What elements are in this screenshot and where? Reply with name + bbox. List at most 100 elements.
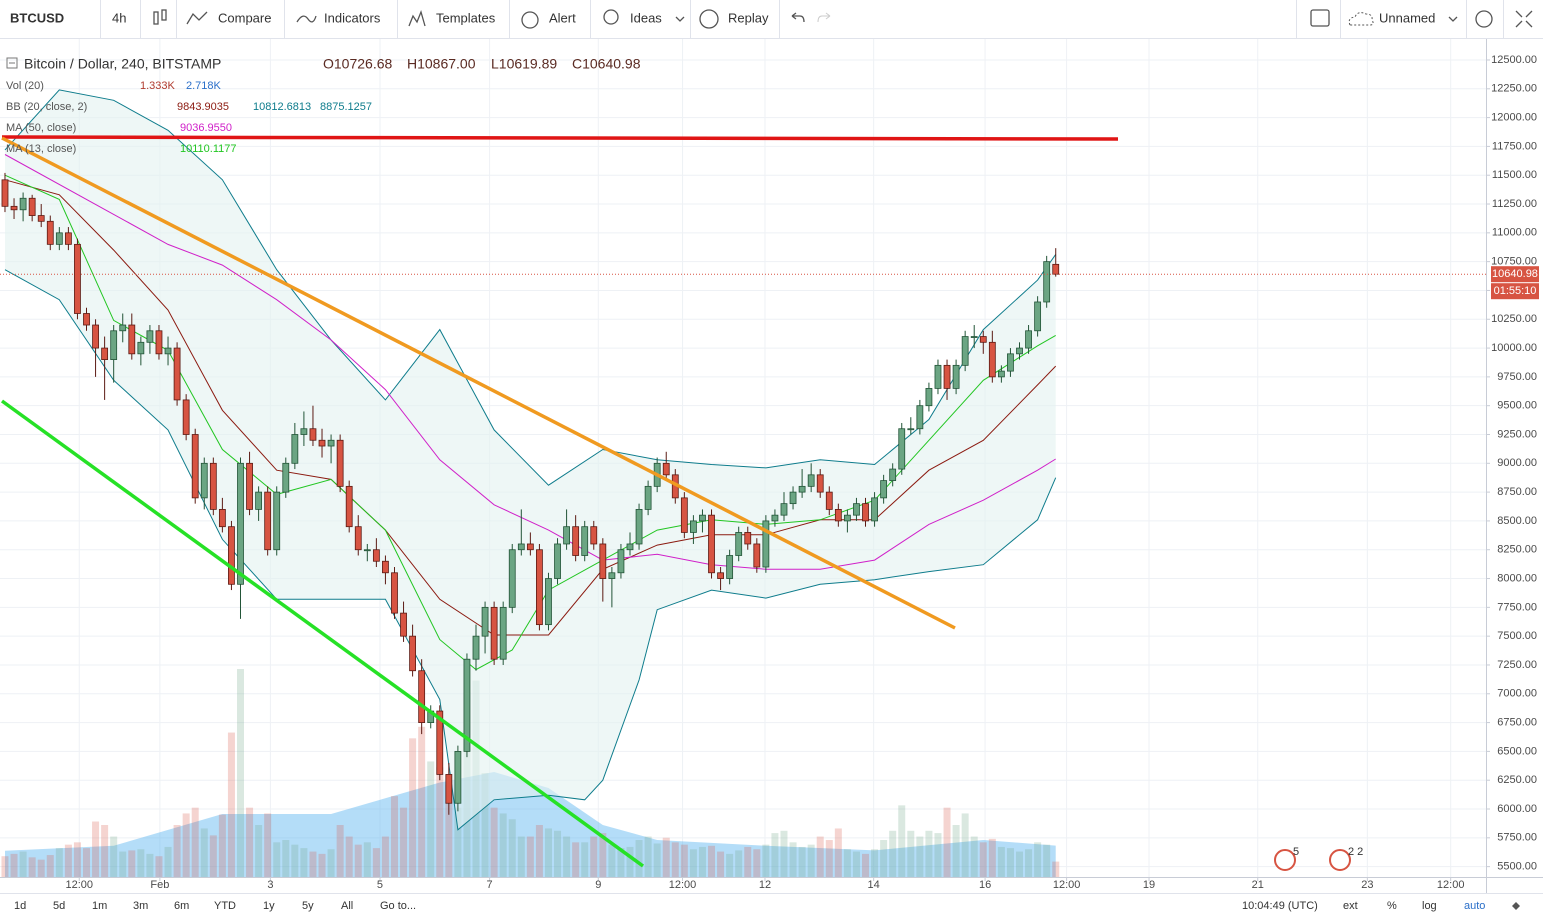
candle-body	[889, 468, 897, 481]
y-tick-label: 12500.00	[1491, 54, 1537, 66]
x-tick-label: 23	[1361, 879, 1373, 891]
volume-bar	[164, 846, 172, 877]
volume-bar	[28, 857, 36, 877]
candle-body	[246, 462, 253, 510]
templates-icon	[408, 9, 426, 27]
settings-icon[interactable]	[1475, 10, 1493, 28]
range-button[interactable]: 5d	[53, 900, 65, 912]
volume-bar	[209, 835, 217, 877]
collapse-legend[interactable]	[6, 57, 18, 69]
volume-bar	[481, 773, 489, 877]
range-button[interactable]: YTD	[214, 900, 236, 912]
candle-body	[10, 205, 18, 211]
toolbar-button[interactable]: Templates	[436, 10, 496, 25]
candle-body	[880, 480, 888, 499]
volume-bar	[372, 848, 380, 877]
y-tick-label: 9250.00	[1497, 428, 1537, 440]
candle-body	[961, 336, 969, 366]
candle-body	[92, 324, 99, 349]
event-icon[interactable]	[1274, 849, 1296, 871]
volume-bar	[680, 844, 688, 877]
y-tick-label: 9500.00	[1497, 400, 1537, 412]
ideas-dropdown	[675, 16, 685, 22]
toolbar-icons	[100, 0, 1533, 38]
volume-bar	[608, 844, 616, 877]
candle-body	[997, 370, 1005, 378]
volume-bar	[952, 825, 960, 877]
volume-bar	[345, 836, 353, 877]
toolbar-button[interactable]: Replay	[728, 10, 769, 25]
candle-body	[354, 526, 362, 551]
y-tick-label: 8000.00	[1497, 572, 1537, 584]
volume-bar	[943, 807, 951, 877]
study-name: MA (50, close)	[6, 122, 76, 134]
symbol[interactable]: BTCUSD	[10, 10, 64, 25]
layout-dropdown	[1448, 16, 1458, 22]
scale-toggle[interactable]: log	[1422, 900, 1437, 912]
y-tick-label: 9750.00	[1497, 371, 1537, 383]
candle-body	[979, 336, 987, 343]
volume-bar	[19, 851, 27, 877]
scale-toggle[interactable]: auto	[1464, 900, 1485, 912]
volume-bar	[336, 825, 344, 877]
toolbar-button[interactable]: Ideas	[630, 10, 662, 25]
interval[interactable]: 4h	[112, 10, 126, 25]
volume-bar	[318, 853, 326, 877]
toolbar-button[interactable]: Compare	[218, 10, 271, 25]
toolbar-button[interactable]: Alert	[549, 10, 576, 25]
range-button[interactable]: All	[341, 900, 353, 912]
last-price-label: 10640.98	[1492, 268, 1538, 280]
y-tick-label: 7000.00	[1497, 688, 1537, 700]
scale-toggle[interactable]: %	[1387, 900, 1397, 912]
toolbar-button[interactable]: Indicators	[324, 10, 381, 25]
candle-body	[64, 232, 72, 245]
settings-gear[interactable]	[1512, 902, 1520, 910]
candle-body	[644, 485, 652, 510]
volume-bar	[762, 844, 770, 877]
range-button[interactable]: 5y	[302, 900, 314, 912]
range-button[interactable]: Go to...	[380, 900, 416, 912]
scale-toggle[interactable]: ext	[1343, 900, 1358, 912]
volume-bar	[436, 767, 444, 877]
volume-bar	[1052, 861, 1060, 877]
candle-body	[590, 526, 598, 545]
candle-body	[662, 462, 670, 476]
redo-icon	[817, 12, 831, 23]
candle-body	[200, 462, 208, 499]
layout-name[interactable]: Unnamed	[1379, 10, 1435, 25]
range-button[interactable]: 6m	[174, 900, 189, 912]
candle-body	[599, 543, 607, 579]
fullscreen-toggle[interactable]	[1310, 9, 1330, 27]
y-tick-label: 10000.00	[1491, 342, 1537, 354]
y-tick-label: 11250.00	[1492, 198, 1537, 210]
candle-body	[409, 635, 417, 672]
range-button[interactable]: 1d	[14, 900, 26, 912]
plot-area	[0, 39, 1486, 877]
event-icon[interactable]	[1329, 849, 1351, 871]
candle-body	[635, 508, 643, 545]
candle-body	[771, 514, 779, 522]
resistance-line	[1, 135, 1119, 141]
volume-bar	[662, 837, 670, 877]
range-button[interactable]: 3m	[133, 900, 148, 912]
countdown-tag	[1491, 283, 1539, 300]
volume-bar	[744, 846, 752, 877]
study-value: 8875.1257	[320, 101, 372, 113]
candle-body	[699, 514, 706, 522]
volume-bar	[880, 840, 888, 877]
x-tick-label: 5	[377, 879, 383, 891]
candle-body	[563, 526, 570, 545]
volume-bar	[1025, 849, 1033, 877]
candle-body	[372, 549, 380, 562]
y-tick-label: 6500.00	[1497, 745, 1537, 757]
maximize-icon[interactable]	[1515, 10, 1533, 28]
candle-icon	[161, 9, 167, 21]
volume-bar	[934, 833, 942, 877]
range-button[interactable]: 1y	[263, 900, 275, 912]
volume-bar	[137, 849, 145, 877]
range-button[interactable]: 1m	[92, 900, 107, 912]
indicators-icon	[296, 15, 317, 23]
y-tick-label: 7250.00	[1497, 659, 1537, 671]
study-value: 2.718K	[186, 80, 222, 92]
study-value: 9843.9035	[177, 101, 229, 113]
